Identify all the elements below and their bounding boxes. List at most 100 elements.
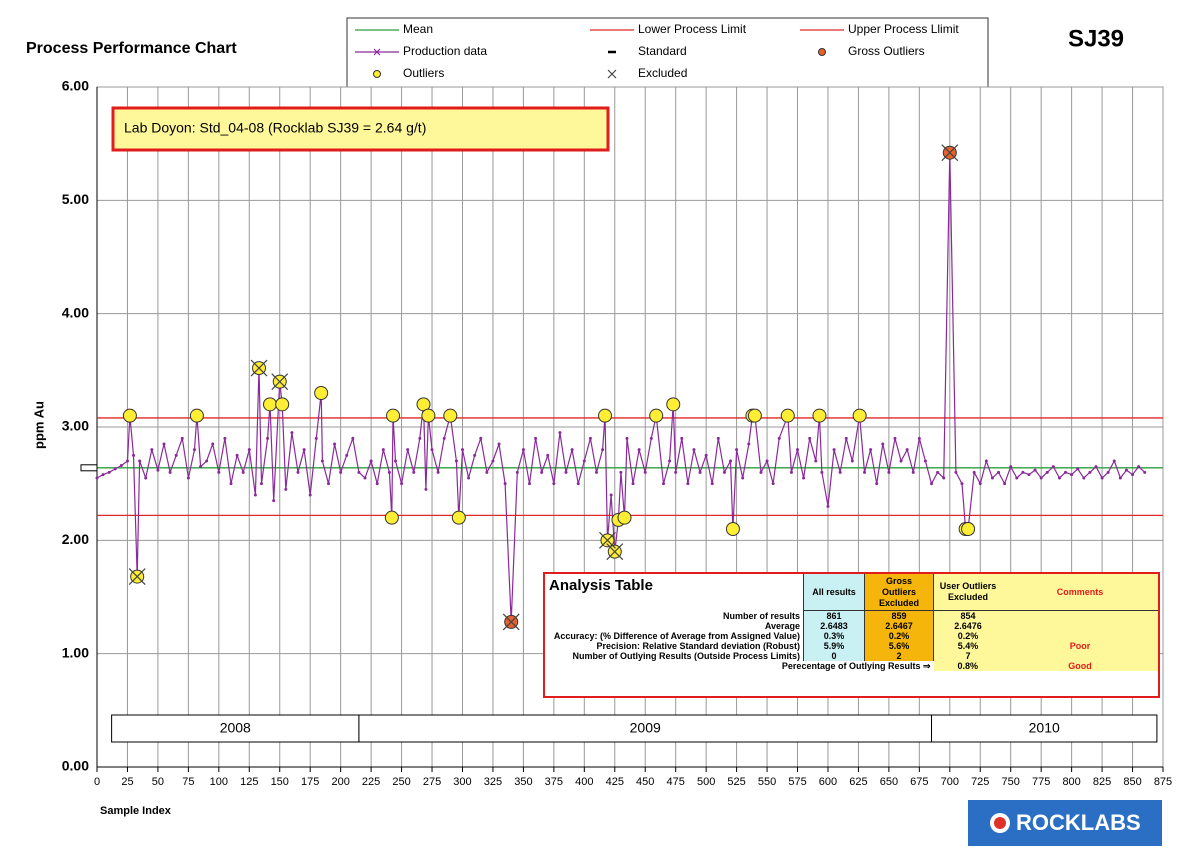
x-tick-label: 825 — [1093, 776, 1111, 788]
outlier — [598, 408, 613, 423]
production-point — [199, 465, 203, 469]
production-point — [588, 436, 592, 440]
production-point — [527, 482, 531, 486]
production-point — [333, 442, 337, 446]
production-point — [1045, 470, 1049, 474]
outlier — [812, 408, 827, 423]
production-point — [942, 476, 946, 480]
production-point — [1057, 476, 1061, 480]
production-point — [113, 467, 117, 471]
production-point — [796, 448, 800, 452]
production-point — [1131, 473, 1135, 477]
x-tick-label: 725 — [971, 776, 989, 788]
production-point — [430, 448, 434, 452]
x-tick-label: 300 — [453, 776, 471, 788]
production-point — [95, 476, 99, 480]
x-tick-label: 675 — [910, 776, 928, 788]
outlier — [275, 397, 290, 412]
outlier — [961, 522, 976, 536]
header-cell: Gross Outliers Excluded — [864, 574, 934, 611]
production-point — [960, 482, 964, 486]
production-point — [1009, 465, 1013, 469]
production-point — [345, 453, 349, 457]
x-tick-label: 575 — [788, 776, 806, 788]
cell: 5.4% — [933, 641, 1002, 651]
row: Number of results 861 859 854 — [545, 610, 1158, 621]
production-point — [1112, 459, 1116, 463]
production-point — [369, 459, 373, 463]
production-point — [168, 470, 172, 474]
production-point — [802, 476, 806, 480]
cell: 0.2% — [864, 631, 934, 641]
y-tick-label: 4.00 — [62, 304, 89, 320]
production-point — [119, 464, 123, 468]
production-point — [997, 470, 1001, 474]
production-point — [485, 470, 489, 474]
production-point — [1137, 465, 1141, 469]
production-point — [668, 459, 672, 463]
production-point — [479, 436, 483, 440]
production-point — [662, 482, 666, 486]
x-tick-label: 525 — [727, 776, 745, 788]
footer-row: Perecentage of Outlying Results ⇒ 0.8% Goo… — [545, 661, 1158, 671]
x-tick-label: 125 — [240, 776, 258, 788]
x-tick-label: 250 — [392, 776, 410, 788]
production-point — [698, 470, 702, 474]
cell: 0.2% — [933, 631, 1002, 641]
production-point — [594, 470, 598, 474]
production-point — [1027, 473, 1031, 477]
row: Number of Outlying Results (Outside Proc… — [545, 651, 1158, 661]
legend-marker — [818, 48, 826, 56]
legend-marker — [607, 69, 617, 79]
legend-label: Lower Process Limit — [638, 22, 747, 36]
production-point — [132, 453, 136, 457]
production-point — [765, 459, 769, 463]
production-point — [844, 436, 848, 440]
annotation: Lab Doyon: Std_04-08 (Rocklab SJ39 = 2.6… — [124, 120, 426, 136]
production-point — [832, 448, 836, 452]
production-point — [375, 482, 379, 486]
production-point — [259, 482, 263, 486]
logo-text: ROCKLABS — [1016, 810, 1141, 835]
outlier — [384, 510, 399, 525]
cell: 0 — [803, 651, 865, 661]
production-point — [442, 436, 446, 440]
production-point — [174, 453, 178, 457]
production-point — [643, 470, 647, 474]
x-tick-label: 25 — [121, 776, 133, 788]
production-point — [692, 448, 696, 452]
y-tick-label: 5.00 — [62, 191, 89, 207]
row: Average 2.6483 2.6467 2.6476 — [545, 621, 1158, 631]
x-tick-label: 750 — [1002, 776, 1020, 788]
y-tick-label: 0.00 — [62, 758, 89, 774]
production-point — [491, 459, 495, 463]
x-tick-label: 450 — [636, 776, 654, 788]
production-point — [917, 436, 921, 440]
production-point — [576, 482, 580, 486]
header-cell: Comments — [1002, 574, 1158, 611]
production-point — [570, 448, 574, 452]
excluded-marker — [599, 531, 616, 549]
production-point — [875, 482, 879, 486]
comment — [1002, 651, 1158, 661]
production-point — [314, 436, 318, 440]
outlier — [189, 408, 204, 423]
production-point — [704, 453, 708, 457]
production-point — [235, 453, 239, 457]
header-row: All results Gross Outliers Excluded User O… — [545, 574, 1158, 611]
production-point — [729, 459, 733, 463]
period-box — [111, 714, 360, 743]
x-tick-label: 275 — [423, 776, 441, 788]
production-point — [899, 459, 903, 463]
production-point — [1015, 476, 1019, 480]
production-point — [881, 442, 885, 446]
production-point — [412, 470, 416, 474]
production-point — [223, 436, 227, 440]
production-point — [911, 470, 915, 474]
comment: Poor — [1002, 641, 1158, 651]
production-point — [1124, 468, 1128, 472]
production-point — [138, 459, 142, 463]
production-point — [1064, 470, 1068, 474]
y-tick-label: 1.00 — [62, 644, 89, 660]
